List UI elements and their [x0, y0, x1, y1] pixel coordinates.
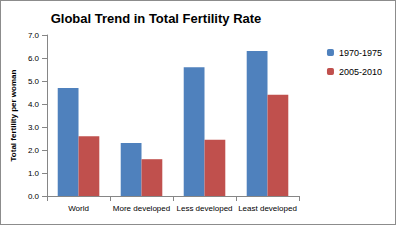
svg-text:1.0: 1.0	[28, 169, 40, 178]
svg-text:7.0: 7.0	[28, 31, 40, 40]
svg-text:Total fertility per woman: Total fertility per woman	[9, 69, 18, 161]
svg-text:1970-1975: 1970-1975	[339, 48, 382, 58]
svg-text:2.0: 2.0	[28, 146, 40, 155]
svg-text:Less developed: Less developed	[176, 204, 232, 213]
svg-text:6.0: 6.0	[28, 54, 40, 63]
svg-text:Global Trend in Total Fertilit: Global Trend in Total Fertility Rate	[51, 11, 262, 26]
svg-text:2005-2010: 2005-2010	[339, 67, 382, 77]
svg-text:4.0: 4.0	[28, 100, 40, 109]
svg-text:3.0: 3.0	[28, 123, 40, 132]
svg-text:5.0: 5.0	[28, 77, 40, 86]
svg-text:World: World	[68, 204, 89, 213]
svg-text:More developed: More developed	[113, 204, 170, 213]
svg-text:0.0: 0.0	[28, 192, 40, 201]
svg-text:Least developed: Least developed	[238, 204, 297, 213]
